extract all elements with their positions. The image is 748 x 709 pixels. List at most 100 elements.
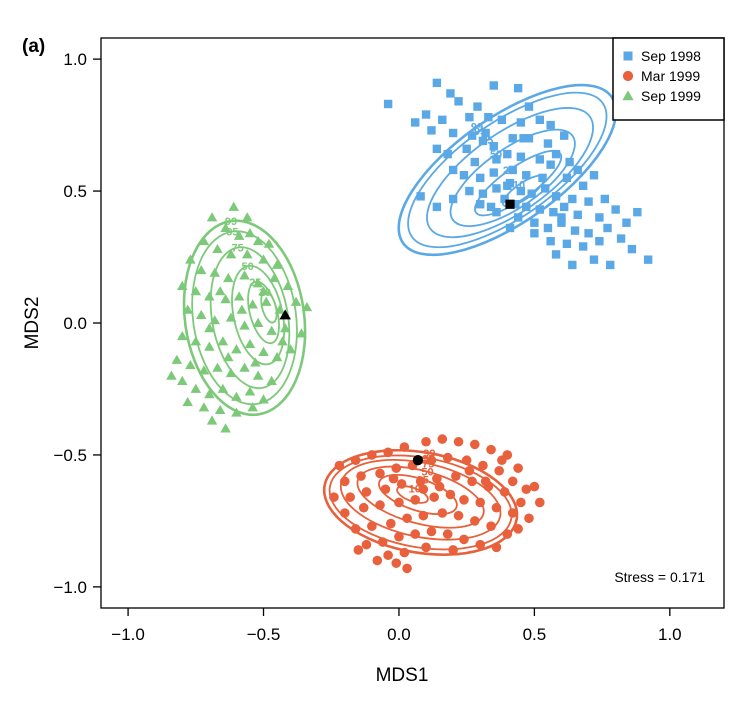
data-point [516, 186, 526, 196]
data-point [260, 296, 272, 306]
data-point [182, 396, 193, 407]
data-point [223, 352, 234, 362]
data-point [252, 278, 264, 288]
legend-label: Sep 1998 [641, 48, 701, 64]
data-point [603, 223, 612, 233]
data-point [190, 286, 202, 296]
data-point [459, 171, 469, 180]
data-point [345, 492, 356, 502]
data-point [491, 502, 502, 513]
legend-label: Sep 1999 [641, 88, 701, 104]
contour-label: 50 [242, 261, 254, 273]
data-point [236, 304, 248, 314]
data-point [242, 249, 253, 259]
data-point [296, 328, 307, 338]
data-point [204, 291, 215, 301]
data-point [334, 460, 345, 471]
data-point [448, 194, 458, 204]
data-point [492, 184, 501, 193]
data-point [535, 115, 545, 125]
data-point [258, 286, 269, 296]
data-point [231, 407, 242, 417]
data-point [464, 465, 475, 476]
x-tick-label: 0.0 [387, 625, 411, 644]
data-point [239, 320, 250, 330]
data-point [465, 112, 474, 122]
data-point [470, 516, 480, 526]
data-point [418, 484, 429, 495]
data-point [538, 173, 547, 183]
data-point [557, 213, 566, 222]
data-point [247, 299, 258, 309]
legend-label: Mar 1999 [641, 68, 700, 84]
contour-line [407, 91, 608, 249]
y-tick-label: −0.5 [53, 446, 87, 465]
data-point [432, 144, 442, 154]
data-point [578, 242, 588, 251]
data-point [263, 238, 275, 248]
data-point [429, 492, 439, 502]
contour-line [356, 465, 485, 529]
data-point [204, 389, 215, 399]
data-point [562, 173, 572, 183]
data-point [535, 205, 545, 214]
data-point [527, 189, 536, 198]
data-point [606, 260, 615, 270]
data-point [285, 344, 296, 354]
data-point [410, 529, 421, 539]
data-point [233, 291, 245, 301]
contour-line [209, 246, 291, 390]
data-point [206, 415, 218, 425]
data-point [535, 497, 545, 508]
data-point [177, 330, 188, 341]
data-point [244, 386, 256, 396]
data-point [350, 524, 361, 534]
data-point [516, 497, 526, 508]
x-tick-label: 1.0 [658, 625, 682, 644]
data-point [465, 186, 474, 196]
data-point [584, 197, 593, 206]
data-point [212, 362, 223, 372]
data-point [432, 78, 442, 88]
data-point [185, 254, 196, 264]
data-point [446, 89, 455, 98]
contour-line [396, 485, 429, 504]
data-point [372, 555, 383, 566]
data-point [252, 370, 264, 380]
data-point [611, 205, 620, 214]
data-point [508, 134, 517, 143]
data-point [473, 102, 482, 111]
data-point [367, 521, 377, 531]
data-point [519, 134, 528, 143]
data-point [415, 476, 426, 487]
data-point [502, 529, 513, 539]
data-point [578, 181, 588, 190]
data-point [546, 160, 555, 169]
data-point [271, 352, 283, 362]
data-point [195, 264, 207, 275]
data-point [448, 128, 458, 138]
data-point [541, 184, 550, 193]
data-point [451, 471, 461, 481]
points-layer [166, 78, 653, 574]
contour-line [322, 448, 519, 556]
data-point [375, 468, 385, 479]
data-point [277, 336, 288, 346]
data-point [190, 336, 202, 346]
data-point [244, 338, 256, 349]
data-point [522, 202, 531, 212]
data-point [489, 81, 498, 90]
data-point [524, 513, 534, 524]
data-point [252, 317, 264, 327]
data-point [367, 450, 377, 460]
data-point [543, 139, 553, 148]
y-tick-label: 0.0 [63, 314, 87, 333]
data-point [513, 83, 523, 93]
data-point [220, 222, 231, 232]
data-point [339, 476, 350, 487]
data-point [437, 508, 448, 518]
data-point [503, 181, 512, 190]
y-axis: −1.0 −0.5 0.0 0.5 1.0 [53, 50, 101, 597]
data-point [595, 213, 604, 222]
